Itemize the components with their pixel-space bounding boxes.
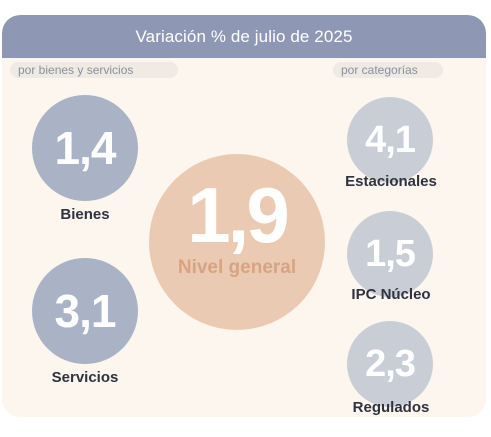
bienes-label: Bienes: [60, 206, 110, 223]
nivel-general-value: 1,9: [187, 171, 289, 259]
regulados-circle: 2,3: [347, 321, 433, 407]
estacionales-circle: 4,1: [347, 97, 433, 183]
servicios-value: 3,1: [54, 285, 117, 337]
nivel-general-label: Nivel general: [177, 257, 297, 278]
regulados-value: 2,3: [365, 342, 416, 385]
tag-categories: por categorías: [333, 62, 443, 78]
servicios-circle: 3,1: [32, 258, 138, 364]
servicios-label: Servicios: [51, 369, 119, 386]
bienes-value: 1,4: [54, 122, 117, 174]
ipc-nucleo-value: 1,5: [365, 232, 416, 275]
estacionales-label: Estacionales: [345, 173, 437, 190]
regulados-label: Regulados: [352, 399, 430, 416]
nivel-general-circle: 1,9 Nivel general: [149, 154, 325, 330]
infographic-card: Variación % de julio de 2025 por bienes …: [2, 15, 486, 417]
ipc-nucleo-circle: 1,5: [347, 211, 433, 297]
ipc-nucleo-label: IPC Núcleo: [351, 286, 431, 303]
estacionales-value: 4,1: [365, 118, 416, 161]
header-title: Variación % de julio de 2025: [2, 15, 486, 58]
tag-goods-services: por bienes y servicios: [10, 62, 178, 78]
bienes-circle: 1,4: [32, 95, 138, 201]
